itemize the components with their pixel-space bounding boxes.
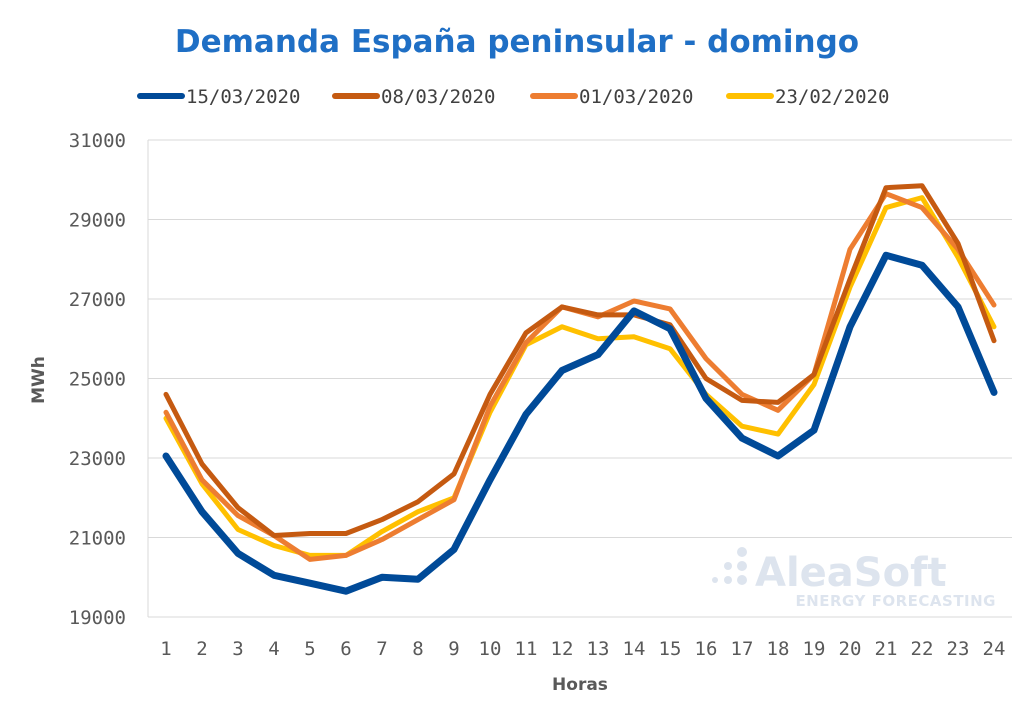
legend-label: 08/03/2020 [381, 86, 495, 108]
y-tick-label: 21000 [69, 528, 126, 550]
x-tick-label: 7 [376, 638, 387, 660]
y-tick-label: 25000 [69, 369, 126, 391]
y-tick-label: 19000 [69, 607, 126, 629]
x-tick-label: 13 [587, 638, 610, 660]
x-tick-label: 10 [479, 638, 502, 660]
x-axis-ticks: 1 2 3 4 5 6 7 8 9 10 11 12 13 14 15 16 17 18 19 20 21 22 23 24 [160, 638, 1005, 660]
x-tick-label: 22 [911, 638, 934, 660]
x-tick-label: 19 [803, 638, 826, 660]
x-tick-label: 15 [659, 638, 682, 660]
y-tick-label: 31000 [69, 130, 126, 152]
x-tick-label: 8 [412, 638, 423, 660]
x-tick-label: 16 [695, 638, 718, 660]
watermark-brand: AleaSoft [755, 550, 947, 596]
series-line [163, 195, 997, 558]
x-tick-label: 2 [196, 638, 207, 660]
y-axis-ticks: 19000 21000 23000 25000 27000 29000 31000 [69, 130, 126, 629]
watermark-tagline: ENERGY FORECASTING [795, 592, 996, 610]
x-tick-label: 23 [947, 638, 970, 660]
x-tick-label: 12 [551, 638, 574, 660]
x-tick-label: 20 [839, 638, 862, 660]
y-tick-label: 27000 [69, 289, 126, 311]
x-tick-label: 3 [232, 638, 243, 660]
x-tick-label: 4 [268, 638, 279, 660]
watermark: AleaSoft ENERGY FORECASTING [712, 547, 996, 610]
x-tick-label: 18 [767, 638, 790, 660]
x-tick-label: 6 [340, 638, 351, 660]
x-tick-label: 24 [983, 638, 1006, 660]
x-tick-label: 14 [623, 638, 646, 660]
legend-label: 15/03/2020 [186, 86, 300, 108]
x-tick-label: 17 [731, 638, 754, 660]
y-tick-label: 29000 [69, 210, 126, 232]
legend: 15/03/2020 08/03/2020 01/03/2020 23/02/2020 [137, 86, 889, 108]
plot-area [162, 183, 998, 595]
legend-label: 01/03/2020 [579, 86, 693, 108]
x-tick-label: 5 [304, 638, 315, 660]
chart-title: Demanda España peninsular - domingo [175, 24, 859, 60]
x-tick-label: 11 [515, 638, 538, 660]
y-tick-label: 23000 [69, 448, 126, 470]
aleasoft-logo-icon [712, 547, 747, 585]
y-axis-label: MWh [29, 356, 49, 404]
series-line [162, 251, 998, 595]
x-tick-label: 1 [160, 638, 171, 660]
series-line [163, 183, 997, 538]
x-tick-label: 9 [448, 638, 459, 660]
x-axis-label: Horas [552, 675, 608, 695]
legend-label: 23/02/2020 [775, 86, 889, 108]
x-tick-label: 21 [875, 638, 898, 660]
